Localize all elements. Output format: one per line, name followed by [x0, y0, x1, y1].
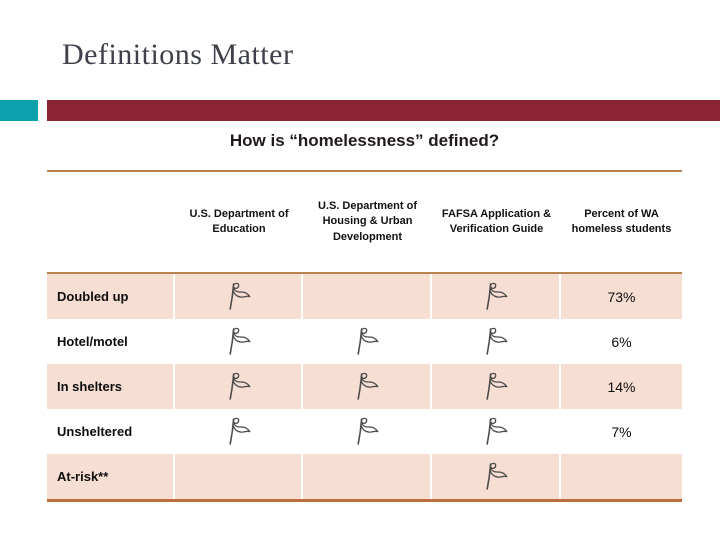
table-heading: How is “homelessness” defined? [229, 131, 500, 150]
flag-cell-hud [303, 319, 432, 364]
row-label: At-risk** [47, 454, 175, 499]
percent-value [561, 454, 682, 499]
flag-cell-hud [303, 454, 432, 499]
flag-icon [357, 417, 379, 445]
definitions-table: U.S. Department of Education U.S. Depart… [47, 170, 682, 502]
header-cell-percent-wa: Percent of WA homeless students [571, 207, 672, 235]
row-label: In shelters [47, 364, 175, 409]
row-label: Hotel/motel [47, 319, 175, 364]
slide-title: Definitions Matter [62, 38, 294, 71]
flag-icon [357, 372, 379, 400]
flag-icon [486, 462, 508, 490]
percent-value: 7% [611, 423, 632, 440]
flag-icon [228, 327, 250, 355]
table-body: Doubled up 73% Hotel/motel 6% In shelters 14%… [47, 274, 682, 499]
row-label: Doubled up [47, 274, 175, 319]
flag-cell-hud [303, 274, 432, 319]
flag-cell-education [175, 454, 303, 499]
header-cell-blank [47, 172, 175, 272]
table-row: Unsheltered 7% [47, 409, 682, 454]
row-label: Unsheltered [47, 409, 175, 454]
table-row: Doubled up 73% [47, 274, 682, 319]
flag-cell-hud [303, 364, 432, 409]
table-row: Hotel/motel 6% [47, 319, 682, 364]
percent-value: 6% [611, 333, 632, 350]
flag-icon [228, 372, 250, 400]
flag-cell-fafsa [432, 454, 561, 499]
flag-cell-hud [303, 409, 432, 454]
flag-cell-education [175, 409, 303, 454]
flag-icon [228, 417, 250, 445]
teal-accent-block [0, 100, 38, 121]
flag-icon [357, 327, 379, 355]
table-row: In shelters 14% [47, 364, 682, 409]
maroon-accent-bar [47, 100, 720, 121]
header-cell-hud: U.S. Department of Housing & Urban Devel… [317, 199, 417, 243]
table-header-row: U.S. Department of Education U.S. Depart… [47, 172, 682, 274]
percent-value: 14% [561, 364, 682, 409]
flag-cell-fafsa [432, 364, 561, 409]
table-bottom-rule [47, 499, 682, 502]
flag-icon [228, 282, 250, 310]
flag-icon [486, 282, 508, 310]
flag-icon [486, 372, 508, 400]
flag-icon [486, 417, 508, 445]
flag-cell-education [175, 319, 303, 364]
percent-value: 73% [561, 274, 682, 319]
flag-icon [486, 327, 508, 355]
flag-cell-education [175, 274, 303, 319]
flag-cell-fafsa [432, 274, 561, 319]
flag-cell-fafsa [432, 409, 561, 454]
table-row: At-risk** [47, 454, 682, 499]
header-cell-education: U.S. Department of Education [189, 207, 289, 235]
header-cell-fafsa: FAFSA Application & Verification Guide [441, 207, 552, 235]
flag-cell-education [175, 364, 303, 409]
flag-cell-fafsa [432, 319, 561, 364]
